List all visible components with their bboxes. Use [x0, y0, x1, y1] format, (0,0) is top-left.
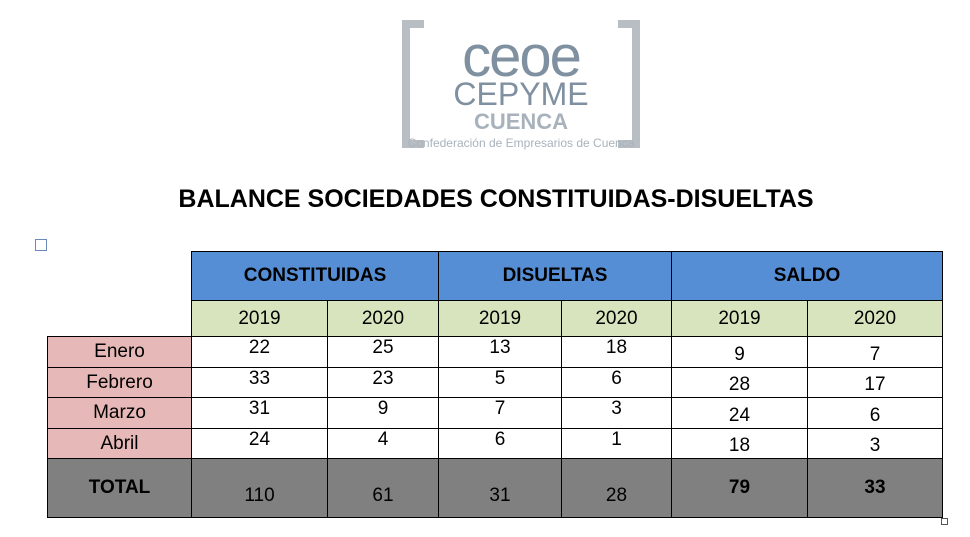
value-cell: 3 — [561, 397, 672, 429]
total-label: TOTAL — [47, 458, 192, 518]
value-cell: 17 — [807, 367, 943, 398]
value-cell: 22 — [191, 336, 328, 368]
value-cell: 6 — [438, 428, 562, 459]
value-cell: 25 — [327, 336, 439, 368]
value-cell: 5 — [438, 367, 562, 398]
group-header: DISUELTAS — [438, 251, 672, 301]
year-header: 2020 — [561, 300, 672, 337]
value-cell: 33 — [191, 367, 328, 398]
value-cell: 7 — [438, 397, 562, 429]
bracket-right — [618, 20, 640, 148]
total-cell: 31 — [438, 458, 562, 518]
value-cell: 4 — [327, 428, 439, 459]
value-cell: 18 — [671, 428, 808, 459]
total-cell: 110 — [191, 458, 328, 518]
value-cell: 13 — [438, 336, 562, 368]
resize-handle — [941, 518, 948, 525]
logo-name: ceoe — [462, 24, 582, 89]
value-cell: 31 — [191, 397, 328, 429]
bracket-left — [402, 20, 424, 148]
logo-line3: CUENCA — [473, 109, 569, 134]
year-header: 2019 — [191, 300, 328, 337]
value-cell: 7 — [807, 336, 943, 368]
total-cell: 61 — [327, 458, 439, 518]
value-cell: 9 — [671, 336, 808, 368]
value-cell: 1 — [561, 428, 672, 459]
year-header: 2019 — [671, 300, 808, 337]
value-cell: 6 — [561, 367, 672, 398]
value-cell: 24 — [671, 397, 808, 429]
row-label: Febrero — [47, 367, 192, 398]
group-header: SALDO — [671, 251, 943, 301]
value-cell: 28 — [671, 367, 808, 398]
group-header: CONSTITUIDAS — [191, 251, 439, 301]
year-header: 2020 — [807, 300, 943, 337]
value-cell: 9 — [327, 397, 439, 429]
row-label: Abril — [47, 428, 192, 459]
logo-tagline: Confederación de Empresarios de Cuenca — [407, 136, 635, 150]
logo: ceoe CEPYME CUENCA Confederación de Empr… — [400, 18, 642, 153]
year-header: 2020 — [327, 300, 439, 337]
value-cell: 18 — [561, 336, 672, 368]
logo-line2: CEPYME — [453, 76, 589, 112]
value-cell: 3 — [807, 428, 943, 459]
title: BALANCE SOCIEDADES CONSTITUIDAS-DISUELTA… — [178, 185, 814, 213]
value-cell: 23 — [327, 367, 439, 398]
row-label: Enero — [47, 336, 192, 368]
total-cell: 28 — [561, 458, 672, 518]
total-cell: 33 — [807, 458, 943, 518]
year-header: 2019 — [438, 300, 562, 337]
value-cell: 24 — [191, 428, 328, 459]
total-cell: 79 — [671, 458, 808, 518]
value-cell: 6 — [807, 397, 943, 429]
move-handle — [35, 239, 47, 251]
row-label: Marzo — [47, 397, 192, 429]
